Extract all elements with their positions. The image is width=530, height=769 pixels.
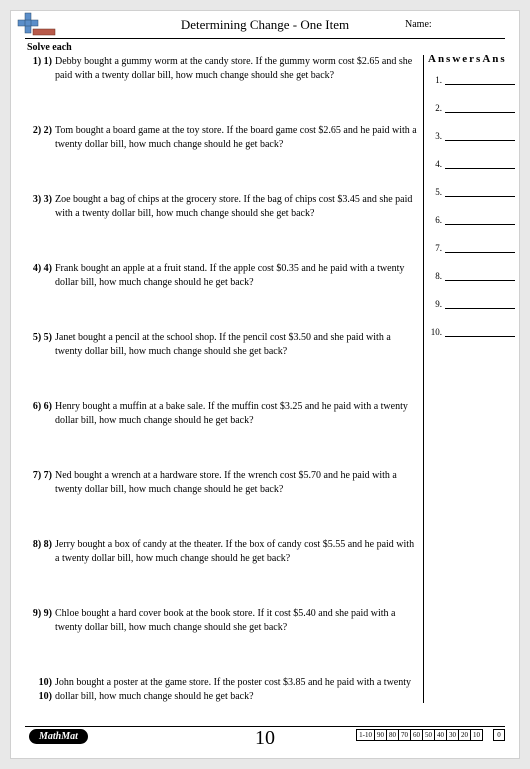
question-item: 10) 10)John bought a poster at the game … (27, 676, 417, 703)
question-number: 3) 3) (27, 193, 55, 220)
answer-line: 7. (428, 243, 515, 253)
question-item: 5) 5)Janet bought a pencil at the school… (27, 331, 417, 358)
answer-number: 2. (428, 103, 442, 113)
question-number: 8) 8) (27, 538, 55, 565)
question-item: 8) 8)Jerry bought a box of candy at the … (27, 538, 417, 565)
score-cell: 50 (423, 729, 435, 741)
footer: MathMat 10 1-10 90 80 70 60 50 40 30 20 … (25, 726, 505, 746)
question-number: 5) 5) (27, 331, 55, 358)
score-cell: 40 (435, 729, 447, 741)
answer-number: 6. (428, 215, 442, 225)
answer-line: 8. (428, 271, 515, 281)
question-number: 1) 1) (27, 55, 55, 82)
question-text: Chloe bought a hard cover book at the bo… (55, 607, 417, 634)
answer-blank[interactable] (445, 159, 515, 169)
score-cell: 70 (399, 729, 411, 741)
answer-blank[interactable] (445, 131, 515, 141)
answer-blank[interactable] (445, 75, 515, 85)
question-number: 4) 4) (27, 262, 55, 289)
answer-blank[interactable] (445, 243, 515, 253)
question-item: 4) 4)Frank bought an apple at a fruit st… (27, 262, 417, 289)
answer-number: 7. (428, 243, 442, 253)
answer-number: 10. (428, 327, 442, 337)
question-text: John bought a poster at the game store. … (55, 676, 417, 703)
question-text: Zoe bought a bag of chips at the grocery… (55, 193, 417, 220)
answer-line: 4. (428, 159, 515, 169)
answer-blank[interactable] (445, 327, 515, 337)
answers-heading: AnswersAns (428, 53, 515, 65)
question-text: Henry bought a muffin at a bake sale. If… (55, 400, 417, 427)
score-grid: 1-10 90 80 70 60 50 40 30 20 10 0 (356, 729, 505, 741)
answer-line: 2. (428, 103, 515, 113)
answer-line: 6. (428, 215, 515, 225)
question-number: 9) 9) (27, 607, 55, 634)
answers-column: AnswersAns 1. 2. 3. 4. 5. 6. 7. 8. 9. 10… (423, 55, 519, 703)
answer-number: 9. (428, 299, 442, 309)
question-item: 1) 1)Debby bought a gummy worm at the ca… (27, 55, 417, 82)
content-area: 1) 1)Debby bought a gummy worm at the ca… (11, 55, 519, 703)
question-text: Frank bought an apple at a fruit stand. … (55, 262, 417, 289)
answer-line: 5. (428, 187, 515, 197)
answer-blank[interactable] (445, 187, 515, 197)
answer-number: 4. (428, 159, 442, 169)
score-cell: 90 (375, 729, 387, 741)
score-cell: 60 (411, 729, 423, 741)
question-text: Ned bought a wrench at a hardware store.… (55, 469, 417, 496)
answer-line: 9. (428, 299, 515, 309)
answer-number: 1. (428, 75, 442, 85)
question-item: 7) 7)Ned bought a wrench at a hardware s… (27, 469, 417, 496)
question-item: 3) 3)Zoe bought a bag of chips at the gr… (27, 193, 417, 220)
question-text: Jerry bought a box of candy at the theat… (55, 538, 417, 565)
answer-number: 8. (428, 271, 442, 281)
question-text: Janet bought a pencil at the school shop… (55, 331, 417, 358)
question-number: 7) 7) (27, 469, 55, 496)
question-text: Tom bought a board game at the toy store… (55, 124, 417, 151)
score-cell: 80 (387, 729, 399, 741)
score-end-cell: 0 (493, 729, 505, 741)
question-number: 6) 6) (27, 400, 55, 427)
score-gap (483, 729, 493, 741)
worksheet-page: Determining Change - One Item Name: Solv… (10, 10, 520, 759)
answer-blank[interactable] (445, 299, 515, 309)
answer-blank[interactable] (445, 271, 515, 281)
header: Determining Change - One Item Name: (25, 11, 505, 39)
answer-line: 1. (428, 75, 515, 85)
score-cell: 20 (459, 729, 471, 741)
answer-line: 10. (428, 327, 515, 337)
answer-number: 3. (428, 131, 442, 141)
question-number: 2) 2) (27, 124, 55, 151)
question-item: 6) 6)Henry bought a muffin at a bake sal… (27, 400, 417, 427)
question-item: 2) 2)Tom bought a board game at the toy … (27, 124, 417, 151)
score-cell: 30 (447, 729, 459, 741)
score-cell: 10 (471, 729, 483, 741)
answer-line: 3. (428, 131, 515, 141)
answer-blank[interactable] (445, 215, 515, 225)
answer-number: 5. (428, 187, 442, 197)
score-range-label: 1-10 (356, 729, 375, 741)
question-number: 10) 10) (27, 676, 55, 703)
questions-column: 1) 1)Debby bought a gummy worm at the ca… (27, 55, 423, 703)
instructions: Solve each (27, 42, 519, 53)
question-text: Debby bought a gummy worm at the candy s… (55, 55, 417, 82)
name-label: Name: (405, 19, 505, 30)
question-item: 9) 9)Chloe bought a hard cover book at t… (27, 607, 417, 634)
answer-blank[interactable] (445, 103, 515, 113)
